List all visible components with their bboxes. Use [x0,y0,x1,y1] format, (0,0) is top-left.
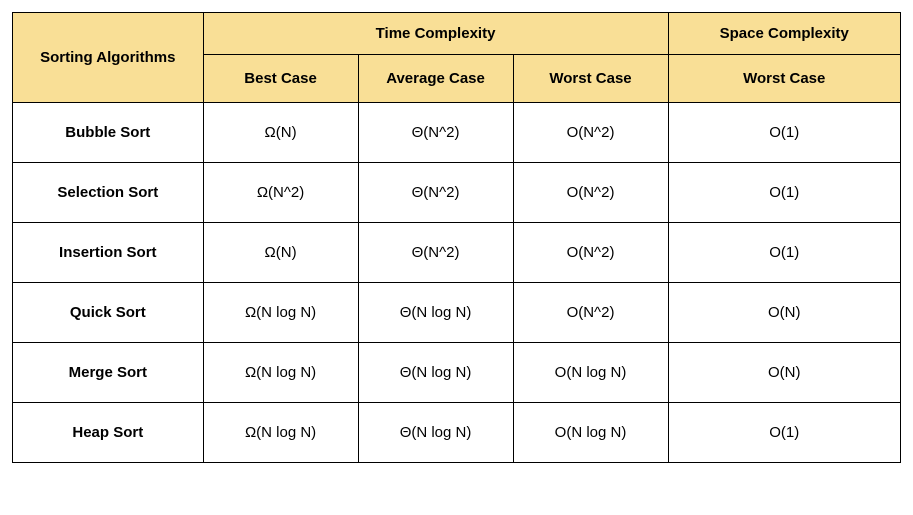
table-row: Selection Sort Ω(N^2) Θ(N^2) O(N^2) O(1) [13,163,901,223]
space-cell: O(1) [668,103,901,163]
worst-case-cell: O(N^2) [513,103,668,163]
table-row: Heap Sort Ω(N log N) Θ(N log N) O(N log … [13,403,901,463]
average-case-cell: Θ(N log N) [358,343,513,403]
worst-case-cell: O(N^2) [513,283,668,343]
space-cell: O(1) [668,163,901,223]
space-cell: O(N) [668,343,901,403]
space-cell: O(1) [668,403,901,463]
header-time-group: Time Complexity [203,13,668,55]
complexity-table: Sorting Algorithms Time Complexity Space… [12,12,901,463]
best-case-cell: Ω(N log N) [203,343,358,403]
algo-name: Merge Sort [13,343,204,403]
space-cell: O(N) [668,283,901,343]
average-case-cell: Θ(N log N) [358,403,513,463]
header-algorithms: Sorting Algorithms [13,13,204,103]
space-cell: O(1) [668,223,901,283]
table-row: Insertion Sort Ω(N) Θ(N^2) O(N^2) O(1) [13,223,901,283]
algo-name: Heap Sort [13,403,204,463]
algo-name: Bubble Sort [13,103,204,163]
table-row: Merge Sort Ω(N log N) Θ(N log N) O(N log… [13,343,901,403]
average-case-cell: Θ(N^2) [358,223,513,283]
worst-case-cell: O(N log N) [513,343,668,403]
algo-name: Selection Sort [13,163,204,223]
header-average-case: Average Case [358,55,513,103]
table-body: Bubble Sort Ω(N) Θ(N^2) O(N^2) O(1) Sele… [13,103,901,463]
best-case-cell: Ω(N^2) [203,163,358,223]
best-case-cell: Ω(N log N) [203,283,358,343]
average-case-cell: Θ(N^2) [358,103,513,163]
header-space-worst-case: Worst Case [668,55,901,103]
worst-case-cell: O(N^2) [513,223,668,283]
table-header: Sorting Algorithms Time Complexity Space… [13,13,901,103]
header-space-group: Space Complexity [668,13,901,55]
worst-case-cell: O(N log N) [513,403,668,463]
header-worst-case: Worst Case [513,55,668,103]
average-case-cell: Θ(N log N) [358,283,513,343]
table-row: Quick Sort Ω(N log N) Θ(N log N) O(N^2) … [13,283,901,343]
best-case-cell: Ω(N) [203,223,358,283]
average-case-cell: Θ(N^2) [358,163,513,223]
worst-case-cell: O(N^2) [513,163,668,223]
algo-name: Insertion Sort [13,223,204,283]
best-case-cell: Ω(N) [203,103,358,163]
table-row: Bubble Sort Ω(N) Θ(N^2) O(N^2) O(1) [13,103,901,163]
header-best-case: Best Case [203,55,358,103]
best-case-cell: Ω(N log N) [203,403,358,463]
algo-name: Quick Sort [13,283,204,343]
